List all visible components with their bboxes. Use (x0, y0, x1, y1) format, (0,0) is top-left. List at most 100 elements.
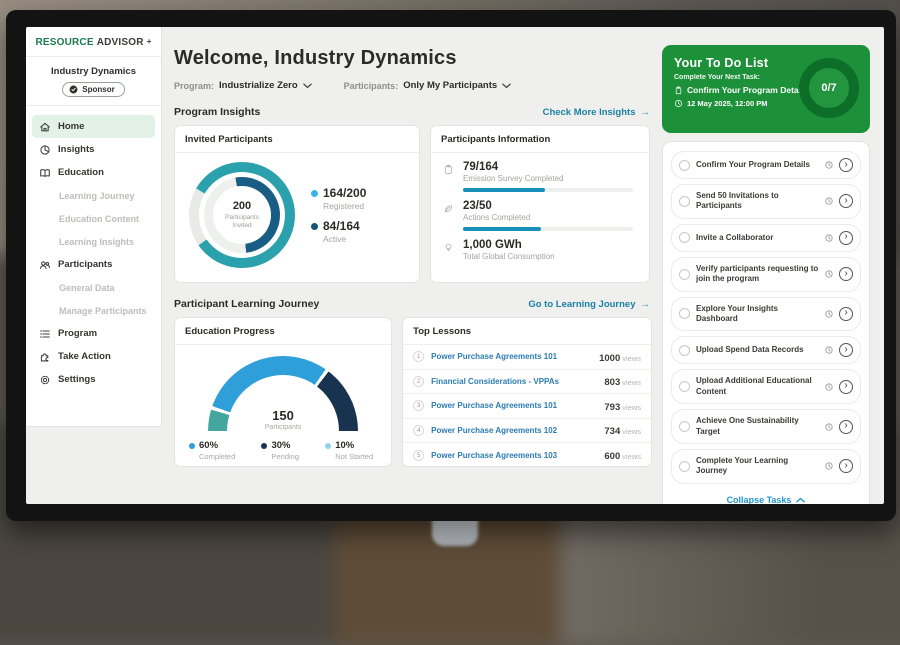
lesson-link[interactable]: Financial Considerations - VPPAs (431, 377, 597, 386)
go-to-learning-journey-link[interactable]: Go to Learning Journey → (528, 299, 650, 310)
task-open-button[interactable]: › (839, 343, 853, 357)
lesson-link[interactable]: Power Purchase Agreements 101 (431, 401, 597, 410)
lesson-link[interactable]: Power Purchase Agreements 101 (431, 352, 592, 361)
invited-participants-card: Invited Participants 200 Participants In… (174, 125, 420, 283)
task-open-button[interactable]: › (839, 231, 853, 245)
lesson-link[interactable]: Power Purchase Agreements 103 (431, 451, 597, 460)
task-open-button[interactable]: › (839, 158, 853, 172)
sidebar-item-take-action[interactable]: Take Action (32, 345, 155, 368)
participants-dropdown-value: Only My Participants (403, 80, 497, 91)
legend-item-pending: 30% Pending (261, 440, 299, 461)
metric-label: Emission Survey Completed (463, 174, 633, 183)
sidebar-item-education[interactable]: Education (32, 161, 155, 184)
card-title: Participants Information (431, 126, 649, 153)
sidebar-item-insights[interactable]: Insights (32, 138, 155, 161)
top-lessons-card: Top Lessons 1 Power Purchase Agreements … (402, 317, 652, 467)
legend-dot (325, 443, 331, 449)
card-title: Education Progress (175, 318, 391, 345)
sidebar-item-general-data[interactable]: General Data (32, 276, 155, 299)
learning-journey-section-header: Participant Learning Journey Go to Learn… (174, 298, 652, 310)
task-checkbox[interactable] (679, 461, 690, 472)
chevron-down-icon (303, 83, 312, 89)
legend-value: 164/200 (323, 186, 366, 200)
sponsor-icon (69, 85, 78, 94)
task-open-button[interactable]: › (839, 267, 853, 281)
education-book-icon (39, 167, 51, 179)
views-count: 1000 (599, 353, 620, 364)
todo-task-list: Confirm Your Program Details › Send 50 I… (662, 141, 870, 504)
clock-icon (674, 99, 683, 108)
task-checkbox[interactable] (679, 232, 690, 243)
task-open-button[interactable]: › (839, 380, 853, 394)
task-row: Achieve One Sustainability Target › (671, 409, 861, 444)
sidebar-item-manage-participants[interactable]: Manage Participants (32, 299, 155, 322)
task-row: Send 50 Invitations to Participants › (671, 184, 861, 219)
section-title: Program Insights (174, 106, 260, 118)
task-open-button[interactable]: › (839, 194, 853, 208)
education-gauge-chart: 150 Participants (208, 356, 358, 431)
divider (26, 105, 161, 106)
program-insights-section-header: Program Insights Check More Insights → (174, 106, 652, 118)
task-checkbox[interactable] (679, 196, 690, 207)
todo-progress-value: 0/7 (821, 82, 836, 94)
clock-icon (825, 197, 833, 205)
legend-percent: 10% (335, 440, 354, 451)
task-row: Explore Your Insights Dashboard › (671, 297, 861, 332)
legend-dot (189, 443, 195, 449)
sidebar-item-learning-journey[interactable]: Learning Journey (32, 184, 155, 207)
clock-icon (825, 161, 833, 169)
logo-plus: + (147, 37, 152, 46)
chevron-right-icon: › (844, 269, 847, 279)
lesson-rank: 4 (413, 425, 424, 436)
task-checkbox[interactable] (679, 345, 690, 356)
task-label: Send 50 Invitations to Participants (696, 191, 819, 212)
settings-gear-icon (39, 374, 51, 386)
task-label: Verify participants requesting to join t… (696, 264, 819, 285)
sidebar-item-program[interactable]: Program (32, 322, 155, 345)
sponsor-badge[interactable]: Sponsor (62, 82, 124, 97)
sidebar-item-settings[interactable]: Settings (32, 368, 155, 391)
dashboard-screen: RESOURCE ADVISOR + Industry Dynamics Spo… (26, 27, 884, 504)
task-checkbox[interactable] (679, 160, 690, 171)
filter-bar: Program: Industrialize Zero Participants… (174, 80, 652, 91)
sidebar: RESOURCE ADVISOR + Industry Dynamics Spo… (26, 27, 162, 504)
check-more-insights-link[interactable]: Check More Insights → (543, 107, 650, 118)
chevron-right-icon: › (844, 232, 847, 242)
sidebar-item-education-content[interactable]: Education Content (32, 207, 155, 230)
participants-dropdown[interactable]: Participants: Only My Participants (344, 80, 512, 91)
legend-item-registered: 164/200 Registered (311, 186, 366, 211)
chevron-right-icon: › (844, 461, 847, 471)
donut-center-label: Participants Invited (221, 214, 263, 231)
task-open-button[interactable]: › (839, 307, 853, 321)
legend-item-completed: 60% Completed (189, 440, 235, 461)
task-open-button[interactable]: › (839, 420, 853, 434)
lesson-link[interactable]: Power Purchase Agreements 102 (431, 426, 597, 435)
gauge-center-label: Participants (208, 424, 358, 431)
task-checkbox[interactable] (679, 381, 690, 392)
program-dropdown[interactable]: Program: Industrialize Zero (174, 80, 312, 91)
lesson-rank: 5 (413, 450, 424, 461)
task-checkbox[interactable] (679, 308, 690, 319)
task-row: Verify participants requesting to join t… (671, 257, 861, 292)
clock-icon (825, 270, 833, 278)
metric-emission-survey: 79/164 Emission Survey Completed (431, 153, 649, 192)
sidebar-item-participants[interactable]: Participants (32, 253, 155, 276)
sidebar-item-learning-insights[interactable]: Learning Insights (32, 230, 155, 253)
task-checkbox[interactable] (679, 421, 690, 432)
sidebar-item-home[interactable]: Home (32, 115, 155, 138)
collapse-tasks-link[interactable]: Collapse Tasks (671, 489, 861, 504)
task-row: Confirm Your Program Details › (671, 151, 861, 179)
task-checkbox[interactable] (679, 269, 690, 280)
clock-icon (825, 383, 833, 391)
chevron-right-icon: › (844, 381, 847, 391)
sidebar-item-label: Settings (58, 374, 95, 385)
task-open-button[interactable]: › (839, 459, 853, 473)
legend-percent: 30% (271, 440, 290, 451)
metric-value: 23/50 (463, 200, 633, 212)
sidebar-card: RESOURCE ADVISOR + Industry Dynamics Spo… (26, 27, 162, 427)
metric-global-consumption: 1,000 GWh Total Global Consumption (431, 231, 649, 261)
progress-track (463, 227, 633, 231)
collapse-tasks-label: Collapse Tasks (727, 495, 792, 504)
main-content: Welcome, Industry Dynamics Program: Indu… (162, 27, 658, 504)
